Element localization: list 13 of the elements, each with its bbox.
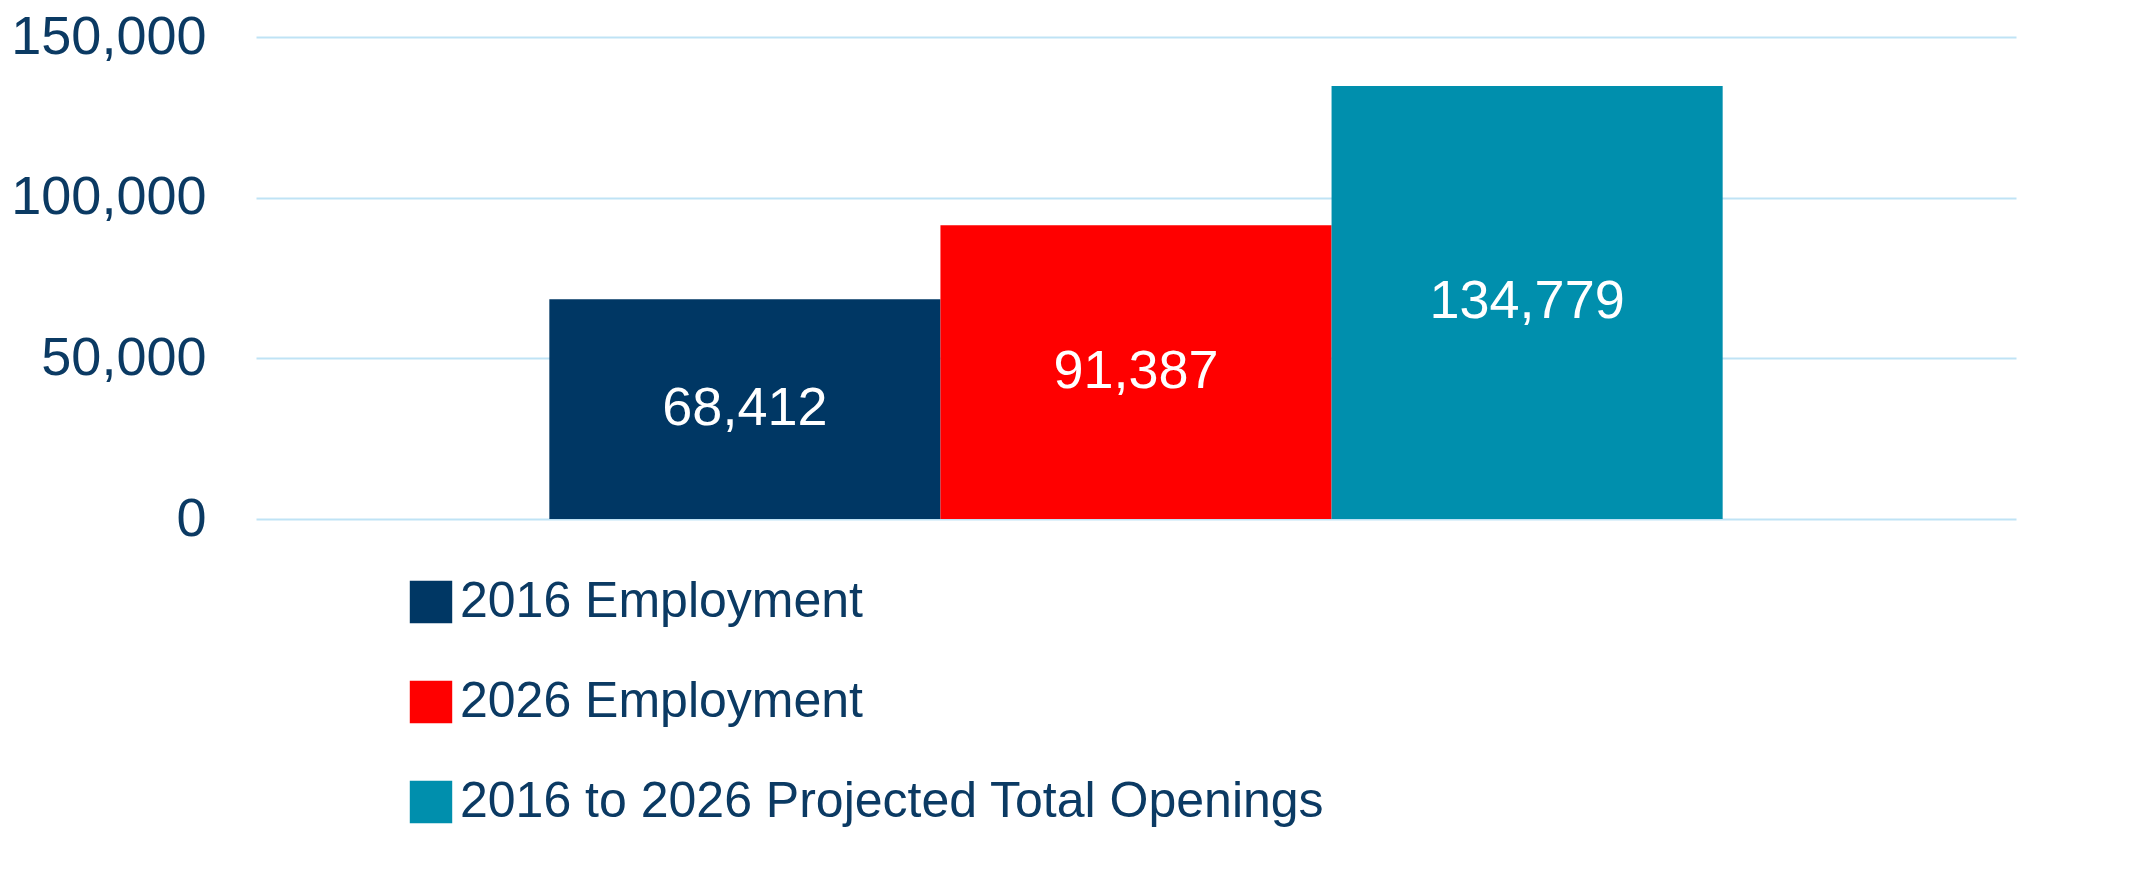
data-label: 68,412: [662, 376, 828, 437]
legend-label: 2026 Employment: [460, 672, 864, 728]
y-tick-label: 0: [176, 486, 207, 547]
y-tick-label: 150,000: [11, 4, 207, 65]
data-label: 134,779: [1429, 269, 1625, 330]
y-tick-label: 100,000: [11, 165, 207, 226]
bar: [1331, 85, 1723, 519]
legend-label: 2016 Employment: [460, 572, 864, 628]
legend-label: 2016 to 2026 Projected Total Openings: [460, 772, 1324, 828]
y-tick-label: 50,000: [41, 325, 207, 386]
data-label: 91,387: [1053, 339, 1219, 400]
bar: [940, 225, 1332, 519]
bar: [549, 299, 941, 519]
